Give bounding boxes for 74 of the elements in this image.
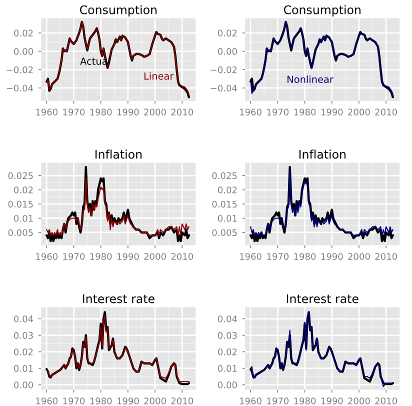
y-tick-label: 0.00: [218, 382, 237, 388]
y-tick-label: 0.015: [8, 200, 33, 208]
series-label: Linear: [144, 72, 174, 80]
line-series: [46, 178, 190, 236]
y-tick-label: 0.025: [8, 172, 33, 180]
x-tick-label: 2010: [375, 108, 397, 116]
x-tick-label: 1970: [267, 108, 289, 116]
y-tick-label: 0.02: [14, 186, 33, 194]
x-tick-label: 1970: [63, 253, 85, 260]
y-tick-label: 0.02: [218, 186, 237, 194]
x-tick-label: 2000: [144, 253, 166, 260]
chart-title: Consumption: [80, 5, 157, 17]
x-tick-label: 1970: [267, 398, 289, 404]
y-tick-label: 0.02: [14, 348, 33, 356]
y-tick-label: 0.01: [218, 365, 237, 372]
y-tick-label: 0.00: [14, 382, 33, 388]
y-tick-label: 0.005: [8, 229, 33, 236]
chart-title: Interest rate: [83, 294, 154, 304]
x-tick-label: 1990: [117, 398, 139, 404]
y-tick-label: 0.03: [218, 332, 237, 339]
y-tick-label: 0.01: [218, 214, 237, 222]
y-tick-label: −0.02: [6, 66, 33, 74]
x-tick-label: 1990: [117, 253, 139, 260]
x-tick-label: 2010: [171, 398, 194, 404]
y-tick-label: 0.00: [218, 48, 237, 55]
x-tick-label: 1980: [90, 398, 112, 404]
x-tick-label: 1960: [240, 398, 262, 404]
y-tick-label: 0.00: [14, 48, 33, 55]
x-tick-label: 1980: [294, 253, 316, 260]
y-tick-label: 0.025: [212, 172, 237, 180]
x-tick-label: 2010: [375, 253, 397, 260]
x-tick-label: 1970: [267, 253, 289, 260]
y-tick-label: 0.01: [14, 214, 33, 222]
line-series: [46, 166, 190, 242]
y-tick-label: 0.02: [14, 30, 33, 37]
y-tick-label: 0.015: [212, 200, 237, 208]
chart-title: Inflation: [299, 150, 346, 159]
x-tick-label: 1990: [321, 108, 343, 116]
x-tick-label: 1980: [90, 108, 112, 116]
y-tick-label: 0.005: [212, 229, 237, 236]
x-tick-label: 2000: [144, 108, 166, 116]
y-tick-label: 0.04: [218, 315, 237, 322]
x-tick-label: 2000: [348, 253, 370, 260]
x-tick-label: 2000: [144, 398, 166, 404]
x-tick-label: 1960: [36, 253, 58, 260]
y-tick-label: 0.04: [14, 315, 34, 322]
x-tick-label: 1960: [240, 253, 262, 260]
x-tick-label: 2010: [171, 253, 194, 260]
y-tick-label: 0.03: [14, 332, 33, 339]
x-tick-label: 1990: [321, 398, 343, 404]
y-tick-label: −0.04: [210, 84, 237, 92]
y-tick-label: 0.02: [218, 30, 237, 37]
x-tick-label: 1990: [321, 253, 343, 260]
x-tick-label: 2010: [375, 398, 397, 404]
x-tick-label: 1980: [294, 398, 316, 404]
y-tick-label: 0.02: [218, 348, 237, 356]
x-tick-label: 1990: [117, 108, 139, 116]
x-tick-label: 1960: [36, 398, 58, 404]
y-tick-label: 0.01: [14, 365, 33, 372]
chart-title: Inflation: [95, 150, 142, 159]
x-tick-label: 1980: [294, 108, 316, 116]
x-tick-label: 1960: [36, 108, 58, 116]
y-tick-label: −0.04: [6, 84, 34, 92]
x-tick-label: 2010: [171, 108, 194, 116]
x-tick-label: 1970: [63, 398, 85, 404]
x-tick-label: 1980: [90, 253, 112, 260]
x-tick-label: 2000: [348, 398, 370, 404]
chart-title: Interest rate: [286, 294, 358, 304]
x-tick-label: 1970: [63, 108, 85, 116]
chart-title: Consumption: [284, 5, 360, 17]
series-label: Nonlinear: [288, 75, 334, 84]
y-tick-label: −0.02: [210, 66, 237, 74]
x-tick-label: 2000: [348, 108, 370, 116]
x-tick-label: 1960: [240, 108, 262, 116]
